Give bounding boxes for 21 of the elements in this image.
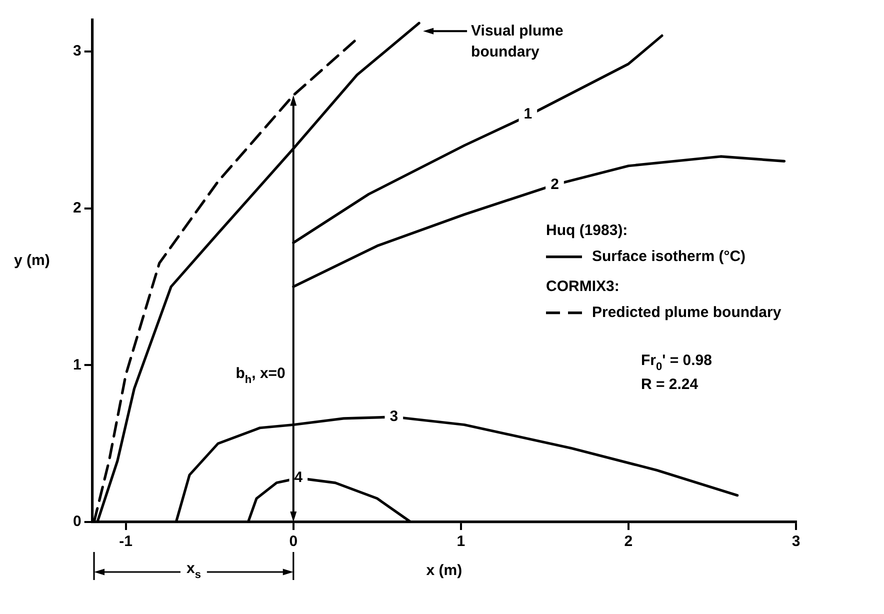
x-tick-label: 3 [792,533,800,550]
x-tick-label: 2 [624,533,633,550]
x-tick-label: -1 [119,533,133,550]
x-tick-label: 0 [289,533,298,550]
annotation: Huq (1983): [546,222,628,239]
legend-label: Predicted plume boundary [592,304,782,321]
x-axis-title: x (m) [426,562,462,580]
annotation: Surface isotherm (°C) [592,248,746,265]
annotation: 3 [390,408,398,426]
annotation: Visual plume boundary [471,22,564,60]
annotation: 1 [524,105,532,122]
x-tick-label: 1 [456,533,466,550]
annotation: R = 2.24 [641,376,699,393]
annotation: 2 [550,176,559,193]
annotation: CORMIX3: [546,278,620,295]
y-tick-label: 3 [73,42,82,60]
y-axis-title: y (m) [14,252,50,270]
annotation: 4 [294,469,304,486]
y-tick-label: 0 [73,513,82,530]
y-tick-label: 2 [73,199,82,216]
y-tick-label: 1 [73,356,82,374]
